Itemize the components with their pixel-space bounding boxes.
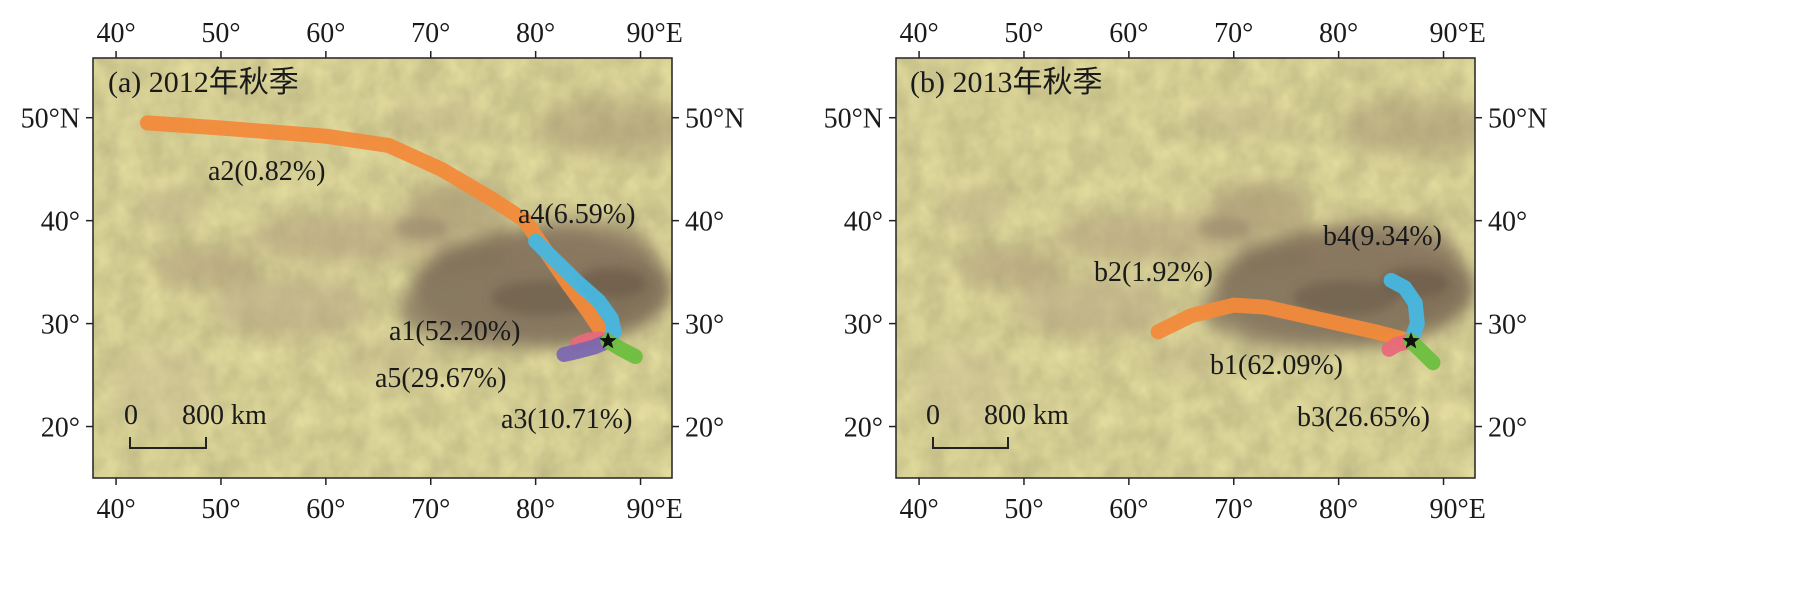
panel-title: (a) 2012年秋季 <box>108 66 299 99</box>
lat-tick-label-right: 40° <box>685 207 724 238</box>
map-panel-a: 40° 40° 50° 50° 60° 60° 70° 70° 80° 80° 90°E 90°E 50… <box>21 18 745 525</box>
scale-bar: 0 800 km <box>926 400 1069 449</box>
trajectory-label-b2: b2(1.92%) <box>1094 257 1213 288</box>
lon-tick-label-top: 80° <box>516 18 555 49</box>
graticule-ticks: 40° 40° 50° 50° 60° 60° 70° 70° 80° 80° 90°E 90°E 50… <box>824 18 1548 525</box>
lon-tick-label-top: 60° <box>1109 18 1148 49</box>
lon-tick-label-bottom: 90°E <box>627 494 683 525</box>
star-icon <box>599 332 617 349</box>
lat-tick-label-left: 50°N <box>824 104 883 135</box>
lon-tick-label-bottom: 70° <box>1214 494 1253 525</box>
lon-tick-label-top: 70° <box>411 18 450 49</box>
lat-tick-label-left: 50°N <box>21 104 80 135</box>
lon-tick-label-bottom: 90°E <box>1430 494 1486 525</box>
lat-tick-label-right: 50°N <box>685 104 744 135</box>
lon-tick-label-bottom: 80° <box>516 494 555 525</box>
trajectory-lines <box>1150 272 1441 371</box>
lat-tick-label-left: 30° <box>844 310 883 341</box>
lat-tick-label-left: 30° <box>41 310 80 341</box>
lat-tick-label-right: 20° <box>685 413 724 444</box>
lon-tick-label-bottom: 50° <box>1004 494 1043 525</box>
trajectory-labels: b2(1.92%) b4(9.34%) b1(62.09%) b3(26.65%) <box>1094 221 1442 433</box>
lat-tick-label-right: 30° <box>1488 310 1527 341</box>
lat-tick-label-left: 40° <box>844 207 883 238</box>
lon-tick-label-bottom: 80° <box>1319 494 1358 525</box>
lat-tick-label-right: 20° <box>1488 413 1527 444</box>
map-panel-b: 40° 40° 50° 50° 60° 60° 70° 70° 80° 80° 90°E 90°E 50… <box>824 18 1548 525</box>
lon-tick-label-bottom: 40° <box>899 494 938 525</box>
scale-bar: 0 800 km <box>124 400 267 449</box>
trajectory-label-a5: a5(29.67%) <box>375 363 506 394</box>
lon-tick-label-bottom: 40° <box>96 494 135 525</box>
panel-title: (b) 2013年秋季 <box>910 66 1102 99</box>
lat-tick-label-right: 40° <box>1488 207 1527 238</box>
trajectory-label-b4: b4(9.34%) <box>1323 221 1442 252</box>
trajectory-label-a3: a3(10.71%) <box>501 404 632 435</box>
trajectory-labels: a2(0.82%) a4(6.59%) a1(52.20%) a5(29.67%) a3… <box>208 156 635 435</box>
trajectory-b4 <box>1383 272 1425 349</box>
lon-tick-label-top: 90°E <box>1430 18 1486 49</box>
lat-tick-label-right: 50°N <box>1488 104 1547 135</box>
lon-tick-label-top: 60° <box>306 18 345 49</box>
trajectory-label-b3: b3(26.65%) <box>1297 402 1430 433</box>
trajectory-label-a4: a4(6.59%) <box>518 199 635 230</box>
lon-tick-label-top: 40° <box>96 18 135 49</box>
graticule-ticks: 40° 40° 50° 50° 60° 60° 70° 70° 80° 80° 90°E 90°E 50… <box>21 18 745 525</box>
lat-tick-label-left: 20° <box>844 413 883 444</box>
lat-tick-label-left: 20° <box>41 413 80 444</box>
trajectory-a2 <box>140 115 616 349</box>
lon-tick-label-top: 40° <box>899 18 938 49</box>
trajectory-label-a1: a1(52.20%) <box>389 316 520 347</box>
star-icon <box>1402 332 1420 349</box>
lat-tick-label-right: 30° <box>685 310 724 341</box>
lon-tick-label-top: 90°E <box>627 18 683 49</box>
trajectory-a5 <box>556 333 616 362</box>
map-frame <box>92 57 673 479</box>
scale-end: 800 km <box>984 400 1069 431</box>
trajectory-label-b1: b1(62.09%) <box>1210 350 1343 381</box>
lon-tick-label-top: 70° <box>1214 18 1253 49</box>
station-star <box>599 332 617 349</box>
trajectory-a4 <box>528 233 622 349</box>
lon-tick-label-top: 50° <box>201 18 240 49</box>
lat-tick-label-left: 40° <box>41 207 80 238</box>
lon-tick-label-top: 80° <box>1319 18 1358 49</box>
trajectory-b2 <box>1150 297 1419 349</box>
scale-start: 0 <box>926 400 940 431</box>
lon-tick-label-bottom: 50° <box>201 494 240 525</box>
scale-end: 800 km <box>182 400 267 431</box>
station-star <box>1402 332 1420 349</box>
lon-tick-label-bottom: 60° <box>306 494 345 525</box>
scale-start: 0 <box>124 400 138 431</box>
lon-tick-label-bottom: 60° <box>1109 494 1148 525</box>
map-frame <box>895 57 1476 479</box>
lon-tick-label-top: 50° <box>1004 18 1043 49</box>
lon-tick-label-bottom: 70° <box>411 494 450 525</box>
trajectory-label-a2: a2(0.82%) <box>208 156 325 187</box>
